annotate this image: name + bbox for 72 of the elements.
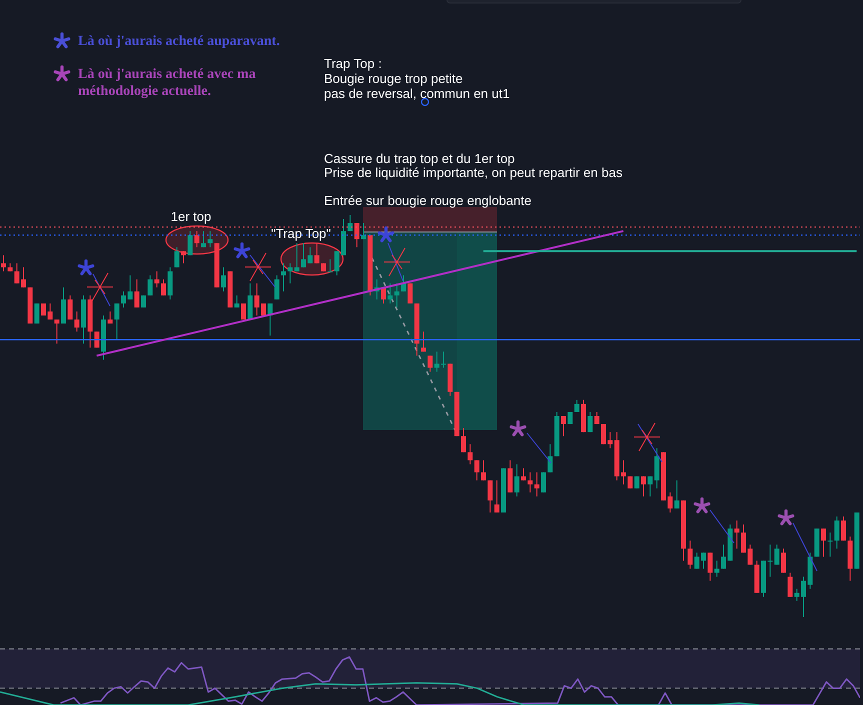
candlestick [594, 411, 600, 425]
candlestick [354, 222, 360, 248]
candlestick [54, 319, 60, 344]
candlestick [574, 399, 580, 412]
candlestick [688, 540, 693, 570]
candlestick [708, 552, 713, 582]
candlestick [841, 516, 846, 542]
candlestick [141, 294, 146, 308]
candlestick [674, 480, 680, 509]
candlestick [314, 242, 320, 264]
annotation: "Trap Top" [271, 226, 331, 241]
candlestick [188, 230, 193, 256]
text: Là où j'aurais acheté avec ma méthodologie actuelle. [78, 66, 256, 100]
candlestick [641, 476, 646, 497]
annotation: 1er top [170, 209, 212, 224]
candlestick [74, 310, 80, 332]
candlestick [281, 262, 286, 292]
candlestick [401, 274, 406, 292]
candlestick [208, 230, 213, 248]
candlestick [774, 544, 780, 566]
candlestick [528, 472, 533, 493]
candlestick [421, 331, 426, 352]
candlestick [408, 282, 413, 304]
candlestick [514, 464, 520, 497]
candlestick [734, 520, 740, 550]
candlestick [714, 560, 720, 578]
candlestick [328, 258, 333, 272]
candlestick [481, 460, 486, 481]
candlestick [288, 262, 293, 284]
candlestick [474, 460, 480, 481]
candlestick [548, 444, 553, 473]
candlestick [94, 331, 100, 348]
candlestick [394, 282, 400, 308]
text: Cassure du trap top et du 1er top Prise de liquidité importante, on peut repartir en bas Entrée sur bougie rouge englobante [324, 151, 622, 208]
candlestick [588, 411, 593, 433]
candlestick [628, 476, 633, 489]
text: Là où j'aurais acheté auparavant. [78, 33, 280, 50]
candlestick [348, 215, 353, 232]
candlestick [294, 242, 300, 272]
candlestick [828, 532, 833, 558]
candlestick [108, 310, 113, 324]
candlestick [1, 254, 6, 272]
candlestick [174, 246, 180, 268]
candlestick [194, 230, 200, 248]
candlestick [534, 472, 540, 497]
candlestick [494, 480, 500, 513]
candlestick [468, 444, 473, 465]
candlestick [114, 302, 120, 340]
candlestick [634, 476, 640, 489]
candlestick [154, 270, 160, 288]
candlestick [134, 278, 140, 308]
candlestick [181, 250, 186, 264]
candlestick [834, 516, 840, 550]
candlestick [648, 476, 653, 497]
candlestick [781, 548, 786, 574]
candlestick [388, 282, 393, 304]
candlestick [561, 416, 566, 437]
candlestick [234, 294, 240, 308]
candlestick [68, 294, 73, 320]
candlestick [201, 230, 206, 248]
candlestick [521, 468, 526, 481]
candlestick [428, 355, 433, 372]
candlestick [274, 274, 280, 300]
candlestick [361, 222, 366, 240]
candlestick [821, 528, 826, 558]
candlestick [148, 274, 153, 296]
text: Trap Top : Bougie rouge trop petite pas de reversal, commun en ut1 [324, 56, 510, 101]
candlestick [461, 428, 466, 453]
candlestick [221, 266, 226, 292]
candlestick [788, 572, 793, 598]
candlestick [161, 278, 166, 296]
candlestick [488, 480, 493, 513]
